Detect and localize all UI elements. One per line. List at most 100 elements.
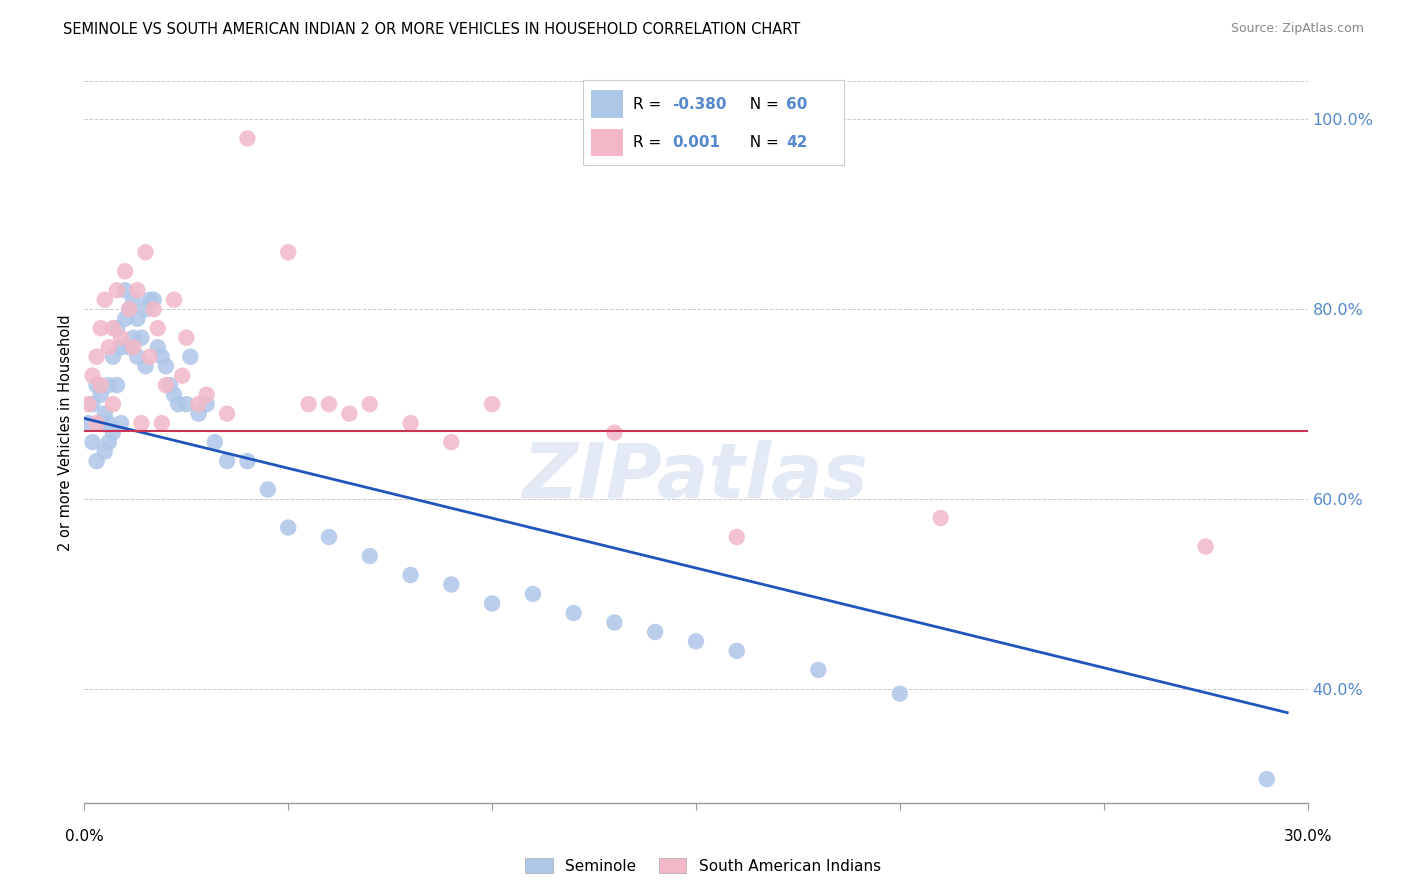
Point: [174, 331, 197, 345]
Point: [105, 378, 128, 392]
Point: [118, 340, 141, 354]
Point: [440, 577, 463, 591]
Point: [105, 321, 128, 335]
Point: [339, 407, 360, 421]
Point: [725, 644, 748, 658]
Point: [644, 624, 666, 639]
Point: [86, 350, 108, 364]
Point: [82, 397, 104, 411]
Point: [97, 378, 120, 392]
Point: [86, 378, 108, 392]
Point: [127, 283, 149, 297]
Point: [603, 615, 626, 630]
Point: [77, 416, 100, 430]
Point: [122, 293, 145, 307]
Text: 30.0%: 30.0%: [1284, 830, 1331, 845]
Point: [318, 397, 340, 411]
Point: [90, 378, 112, 392]
Point: [97, 416, 120, 430]
Legend: Seminole, South American Indians: Seminole, South American Indians: [519, 852, 887, 880]
Point: [110, 340, 132, 354]
Point: [86, 416, 108, 430]
Point: [86, 454, 108, 468]
Point: [114, 283, 136, 297]
Point: [257, 483, 280, 497]
Point: [105, 283, 128, 297]
Point: [807, 663, 830, 677]
Point: [163, 293, 186, 307]
Point: [889, 687, 911, 701]
Point: [146, 340, 169, 354]
Point: [440, 435, 463, 450]
Point: [195, 387, 218, 401]
Point: [174, 397, 197, 411]
Point: [399, 416, 422, 430]
Point: [399, 568, 422, 582]
Point: [101, 350, 124, 364]
Text: 0.001: 0.001: [672, 135, 720, 150]
Point: [138, 293, 160, 307]
Text: ZIPatlas: ZIPatlas: [523, 440, 869, 514]
Point: [155, 378, 177, 392]
Text: R =: R =: [633, 96, 666, 112]
Point: [146, 321, 169, 335]
Point: [522, 587, 544, 601]
Point: [101, 425, 124, 440]
Point: [101, 397, 124, 411]
Point: [118, 302, 141, 317]
Point: [135, 245, 157, 260]
Point: [118, 302, 141, 317]
Point: [236, 131, 259, 145]
Point: [187, 397, 209, 411]
Text: SEMINOLE VS SOUTH AMERICAN INDIAN 2 OR MORE VEHICLES IN HOUSEHOLD CORRELATION CH: SEMINOLE VS SOUTH AMERICAN INDIAN 2 OR M…: [63, 22, 800, 37]
Point: [131, 416, 153, 430]
Point: [77, 397, 100, 411]
Text: N =: N =: [740, 96, 783, 112]
Point: [318, 530, 340, 544]
Point: [179, 350, 201, 364]
Point: [1195, 540, 1218, 554]
Point: [114, 311, 136, 326]
Text: R =: R =: [633, 135, 671, 150]
Point: [481, 597, 503, 611]
Text: 0.0%: 0.0%: [65, 830, 104, 845]
Point: [277, 245, 299, 260]
Point: [187, 407, 209, 421]
Text: 42: 42: [786, 135, 808, 150]
Point: [135, 359, 157, 374]
Point: [93, 407, 115, 421]
Point: [159, 378, 181, 392]
Point: [204, 435, 226, 450]
Text: -0.380: -0.380: [672, 96, 727, 112]
Point: [929, 511, 952, 525]
Point: [562, 606, 585, 620]
Point: [725, 530, 748, 544]
Point: [131, 331, 153, 345]
Point: [127, 311, 149, 326]
Point: [277, 520, 299, 534]
Point: [217, 407, 239, 421]
Point: [142, 293, 165, 307]
Point: [603, 425, 626, 440]
Point: [110, 331, 132, 345]
Point: [150, 350, 173, 364]
Point: [93, 293, 115, 307]
Point: [122, 331, 145, 345]
Point: [90, 387, 112, 401]
Point: [195, 397, 218, 411]
Point: [138, 350, 160, 364]
Point: [1256, 772, 1278, 786]
Point: [481, 397, 503, 411]
Bar: [592, 128, 623, 156]
Point: [217, 454, 239, 468]
Text: 60: 60: [786, 96, 808, 112]
Point: [110, 416, 132, 430]
Point: [90, 416, 112, 430]
Point: [167, 397, 190, 411]
Point: [97, 340, 120, 354]
Point: [236, 454, 259, 468]
Point: [93, 444, 115, 458]
Point: [122, 340, 145, 354]
Text: N =: N =: [740, 135, 783, 150]
Point: [114, 264, 136, 278]
